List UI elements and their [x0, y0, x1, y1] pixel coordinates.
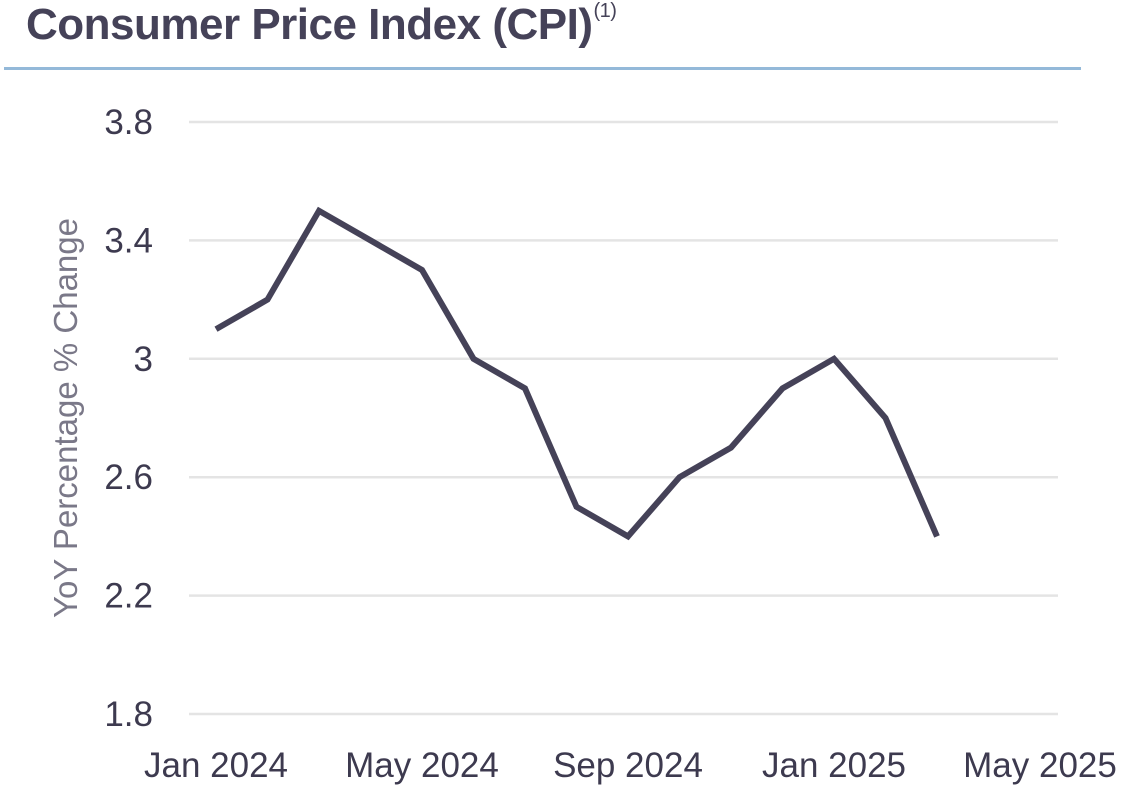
y-tick-label: 3.8	[104, 103, 153, 142]
series-layer	[213, 206, 940, 541]
cpi-series-line	[214, 206, 940, 541]
data-point	[625, 533, 631, 539]
y-axis-ticks: 3.8 3.4 3 2.6 2.2 1.8	[104, 103, 153, 734]
x-tick-label: May 2025	[963, 746, 1117, 785]
title-footnote-marker: (1)	[593, 0, 617, 22]
data-point	[316, 208, 322, 214]
data-point	[213, 326, 219, 332]
data-point	[574, 504, 580, 510]
data-point	[677, 474, 683, 480]
x-axis-ticks: Jan 2024 May 2024 Sep 2024 Jan 2025 May 2025	[144, 746, 1117, 785]
data-point	[934, 533, 940, 539]
x-tick-label: Jan 2025	[762, 746, 906, 785]
x-tick-label: Sep 2024	[553, 746, 703, 785]
x-tick-label: Jan 2024	[144, 746, 288, 785]
data-point	[831, 356, 837, 362]
data-point	[522, 385, 528, 391]
y-tick-label: 3.4	[104, 221, 153, 260]
y-tick-label: 1.8	[104, 695, 153, 734]
data-point	[728, 445, 734, 451]
data-point	[883, 415, 889, 421]
y-tick-label: 3	[134, 340, 153, 379]
title-divider	[4, 67, 1081, 70]
y-tick-label: 2.2	[104, 577, 153, 616]
y-tick-label: 2.6	[104, 458, 153, 497]
data-point	[368, 237, 374, 243]
data-point	[419, 267, 425, 273]
data-point	[471, 356, 477, 362]
y-axis-title: YoY Percentage % Change	[47, 218, 84, 618]
x-tick-label: May 2024	[345, 746, 499, 785]
chart-title-text: Consumer Price Index (CPI)	[26, 0, 593, 49]
data-point	[265, 297, 271, 303]
data-point	[780, 385, 786, 391]
chart-title: Consumer Price Index (CPI)(1)	[26, 0, 617, 50]
